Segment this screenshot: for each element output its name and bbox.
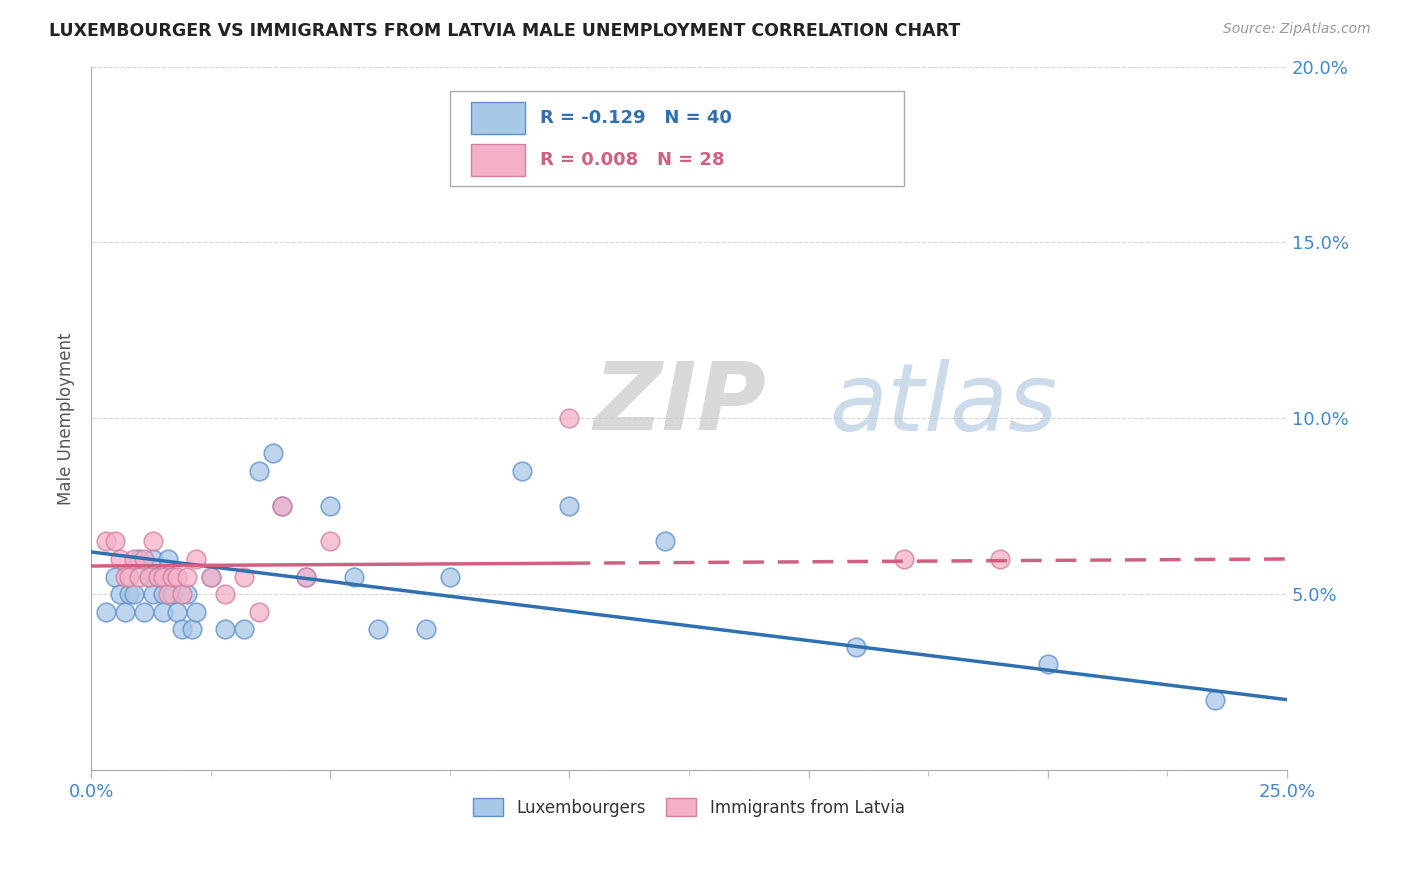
Text: ZIP: ZIP: [593, 359, 766, 450]
Point: [94, 605, 117, 619]
Point: [122, 587, 145, 601]
FancyBboxPatch shape: [471, 102, 526, 134]
Point: [138, 569, 160, 583]
Point: [142, 587, 165, 601]
Point: [200, 569, 222, 583]
Point: [271, 500, 294, 514]
Point: [118, 587, 141, 601]
Point: [128, 569, 150, 583]
Point: [233, 623, 256, 637]
Text: atlas: atlas: [830, 359, 1057, 450]
Point: [271, 500, 294, 514]
Point: [558, 411, 581, 425]
Point: [138, 569, 160, 583]
Point: [702, 95, 724, 109]
Point: [319, 500, 342, 514]
Point: [200, 569, 222, 583]
Point: [415, 623, 437, 637]
Point: [1204, 692, 1226, 706]
Point: [132, 552, 155, 566]
Point: [893, 552, 915, 566]
Point: [146, 569, 169, 583]
FancyBboxPatch shape: [450, 91, 904, 186]
Point: [118, 569, 141, 583]
Point: [176, 569, 198, 583]
Point: [262, 446, 284, 460]
Text: LUXEMBOURGER VS IMMIGRANTS FROM LATVIA MALE UNEMPLOYMENT CORRELATION CHART: LUXEMBOURGER VS IMMIGRANTS FROM LATVIA M…: [49, 22, 960, 40]
Point: [439, 569, 461, 583]
Point: [180, 623, 202, 637]
Text: Source: ZipAtlas.com: Source: ZipAtlas.com: [1223, 22, 1371, 37]
Point: [214, 623, 236, 637]
Legend: Luxembourgers, Immigrants from Latvia: Luxembourgers, Immigrants from Latvia: [465, 790, 912, 825]
Point: [186, 605, 208, 619]
Point: [170, 623, 193, 637]
Point: [319, 534, 342, 549]
Point: [233, 569, 256, 583]
Point: [152, 569, 174, 583]
Point: [170, 587, 193, 601]
Point: [114, 605, 136, 619]
Point: [845, 640, 868, 654]
Point: [156, 552, 179, 566]
Point: [122, 552, 145, 566]
Point: [142, 552, 165, 566]
Point: [295, 569, 318, 583]
Point: [104, 534, 127, 549]
Text: R = 0.008   N = 28: R = 0.008 N = 28: [540, 151, 724, 169]
Point: [1036, 657, 1059, 672]
Point: [108, 587, 131, 601]
Point: [152, 587, 174, 601]
Y-axis label: Male Unemployment: Male Unemployment: [58, 332, 75, 505]
Point: [510, 464, 533, 478]
Point: [162, 587, 184, 601]
Point: [166, 605, 188, 619]
Point: [108, 552, 131, 566]
Point: [214, 587, 236, 601]
Point: [295, 569, 318, 583]
Point: [132, 605, 155, 619]
Point: [343, 569, 366, 583]
Point: [114, 569, 136, 583]
Point: [152, 605, 174, 619]
Point: [367, 623, 389, 637]
Point: [94, 534, 117, 549]
FancyBboxPatch shape: [471, 145, 526, 176]
Point: [156, 587, 179, 601]
Point: [558, 500, 581, 514]
Point: [142, 534, 165, 549]
Point: [128, 552, 150, 566]
Point: [176, 587, 198, 601]
Point: [988, 552, 1011, 566]
Point: [166, 569, 188, 583]
Point: [247, 605, 270, 619]
Point: [162, 569, 184, 583]
Text: R = -0.129   N = 40: R = -0.129 N = 40: [540, 109, 731, 127]
Point: [247, 464, 270, 478]
Point: [654, 534, 676, 549]
Point: [104, 569, 127, 583]
Point: [146, 569, 169, 583]
Point: [186, 552, 208, 566]
